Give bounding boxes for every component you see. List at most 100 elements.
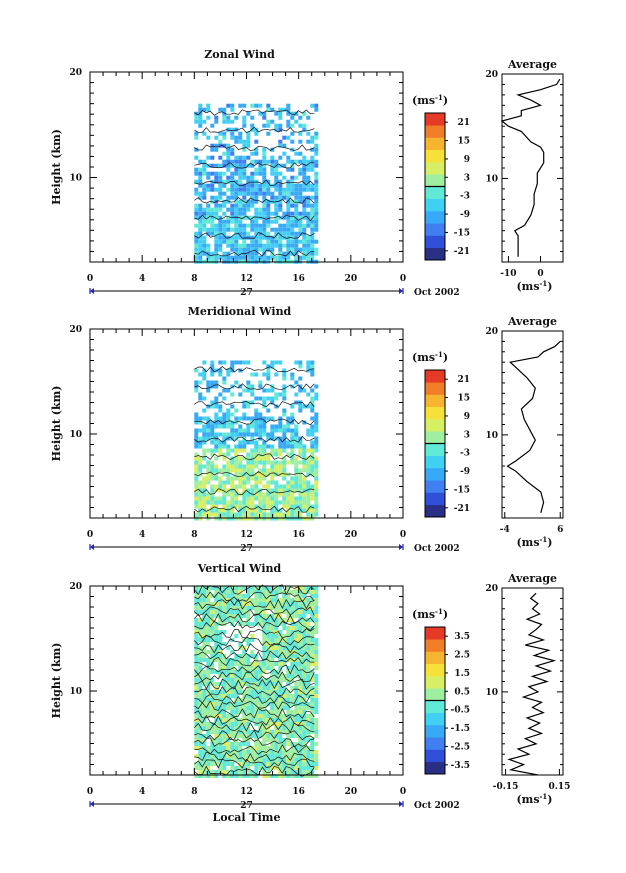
- heatmap-cell: [294, 702, 299, 706]
- heatmap-cells: [194, 586, 319, 778]
- heatmap-cell: [278, 187, 283, 192]
- heatmap-cell: [246, 706, 251, 710]
- heatmap-cell: [282, 215, 287, 220]
- heatmap-cell: [286, 690, 291, 694]
- heatmap-cell: [194, 654, 199, 658]
- heatmap-cell: [258, 424, 263, 429]
- heatmap-cell: [254, 452, 259, 457]
- heatmap-cell: [290, 428, 295, 433]
- heatmap-cell: [242, 602, 247, 606]
- heatmap-cell: [254, 227, 259, 232]
- heatmap-cell: [290, 714, 295, 718]
- heatmap-cell: [258, 432, 263, 437]
- heatmap-cell: [314, 416, 319, 421]
- heatmap-cell: [218, 590, 223, 594]
- heatmap-cell: [250, 690, 255, 694]
- colorbar-bin: [425, 688, 445, 701]
- heatmap-cell: [222, 504, 227, 509]
- heatmap-cell: [210, 586, 215, 590]
- heatmap-cell: [302, 444, 307, 449]
- heatmap-cell: [306, 666, 311, 670]
- heatmap-cell: [230, 135, 235, 140]
- heatmap-cell: [230, 392, 235, 397]
- heatmap-cell: [258, 103, 263, 108]
- heatmap-cell: [266, 376, 271, 381]
- heatmap-cell: [294, 183, 299, 188]
- heatmap-cell: [242, 770, 247, 774]
- heatmap-cell: [214, 424, 219, 429]
- heatmap-cell: [242, 690, 247, 694]
- heatmap-cell: [202, 440, 207, 445]
- heatmap-cell: [274, 468, 279, 473]
- heatmap-cell: [242, 754, 247, 758]
- heatmap-cell: [310, 714, 315, 718]
- heatmap-cell: [246, 682, 251, 686]
- heatmap-cell: [210, 702, 215, 706]
- heatmap-cell: [246, 734, 251, 738]
- heatmap-cell: [194, 512, 199, 517]
- heatmap-cell: [286, 500, 291, 505]
- contour-line: [194, 383, 315, 390]
- heatmap-cell: [314, 464, 319, 469]
- heatmap-cell: [202, 408, 207, 413]
- heatmap-cell: [198, 171, 203, 176]
- heatmap-cell: [230, 650, 235, 654]
- heatmap-cell: [290, 766, 295, 770]
- heatmap-cell: [194, 500, 199, 505]
- heatmap-cell: [302, 195, 307, 200]
- heatmap-cell: [262, 610, 267, 614]
- heatmap-cell: [202, 614, 207, 618]
- heatmap-cell: [262, 642, 267, 646]
- heatmap-cell: [290, 488, 295, 493]
- heatmap-cell: [230, 602, 235, 606]
- heatmap-cell: [290, 211, 295, 216]
- heatmap-cell: [310, 416, 315, 421]
- heatmap-cell: [266, 247, 271, 252]
- heatmap-cell: [214, 734, 219, 738]
- heatmap-cell: [246, 590, 251, 594]
- heatmap-cell: [254, 658, 259, 662]
- heatmap-cell: [282, 702, 287, 706]
- heatmap-cell: [294, 674, 299, 678]
- heatmap-cell: [314, 606, 319, 610]
- heatmap-cell: [314, 706, 319, 710]
- heatmap-cell: [274, 646, 279, 650]
- heatmap-cell: [202, 678, 207, 682]
- heatmap-cell: [286, 123, 291, 128]
- heatmap-cell: [218, 404, 223, 409]
- heatmap-cell: [198, 392, 203, 397]
- heatmap-cell: [214, 207, 219, 212]
- heatmap-cell: [258, 428, 263, 433]
- heatmap-cell: [226, 388, 231, 393]
- heatmap-cell: [242, 464, 247, 469]
- heatmap-cell: [270, 464, 275, 469]
- heatmap-cell: [266, 678, 271, 682]
- colorbar-bin: [425, 480, 445, 493]
- heatmap-cell: [266, 223, 271, 228]
- heatmap-cell: [254, 738, 259, 742]
- x-tick-label: 20: [345, 274, 358, 284]
- heatmap-cell: [298, 670, 303, 674]
- heatmap-cell: [202, 598, 207, 602]
- heatmap-cell: [258, 452, 263, 457]
- heatmap-cell: [230, 404, 235, 409]
- heatmap-cell: [310, 670, 315, 674]
- heatmap-cell: [214, 598, 219, 602]
- heatmap-cell: [258, 598, 263, 602]
- heatmap-cell: [278, 127, 283, 132]
- heatmap-cell: [198, 622, 203, 626]
- heatmap-cell: [274, 738, 279, 742]
- heatmap-cell: [266, 452, 271, 457]
- heatmap-cell: [290, 420, 295, 425]
- heatmap-cell: [210, 171, 215, 176]
- heatmap-cell: [278, 674, 283, 678]
- heatmap-cell: [274, 774, 279, 778]
- heatmap-cell: [310, 368, 315, 373]
- heatmap-cell: [262, 762, 267, 766]
- heatmap-cell: [214, 746, 219, 750]
- heatmap-cell: [226, 504, 231, 509]
- heatmap-cell: [242, 662, 247, 666]
- heatmap-cell: [206, 472, 211, 477]
- heatmap-cell: [294, 774, 299, 778]
- heatmap-cell: [278, 235, 283, 240]
